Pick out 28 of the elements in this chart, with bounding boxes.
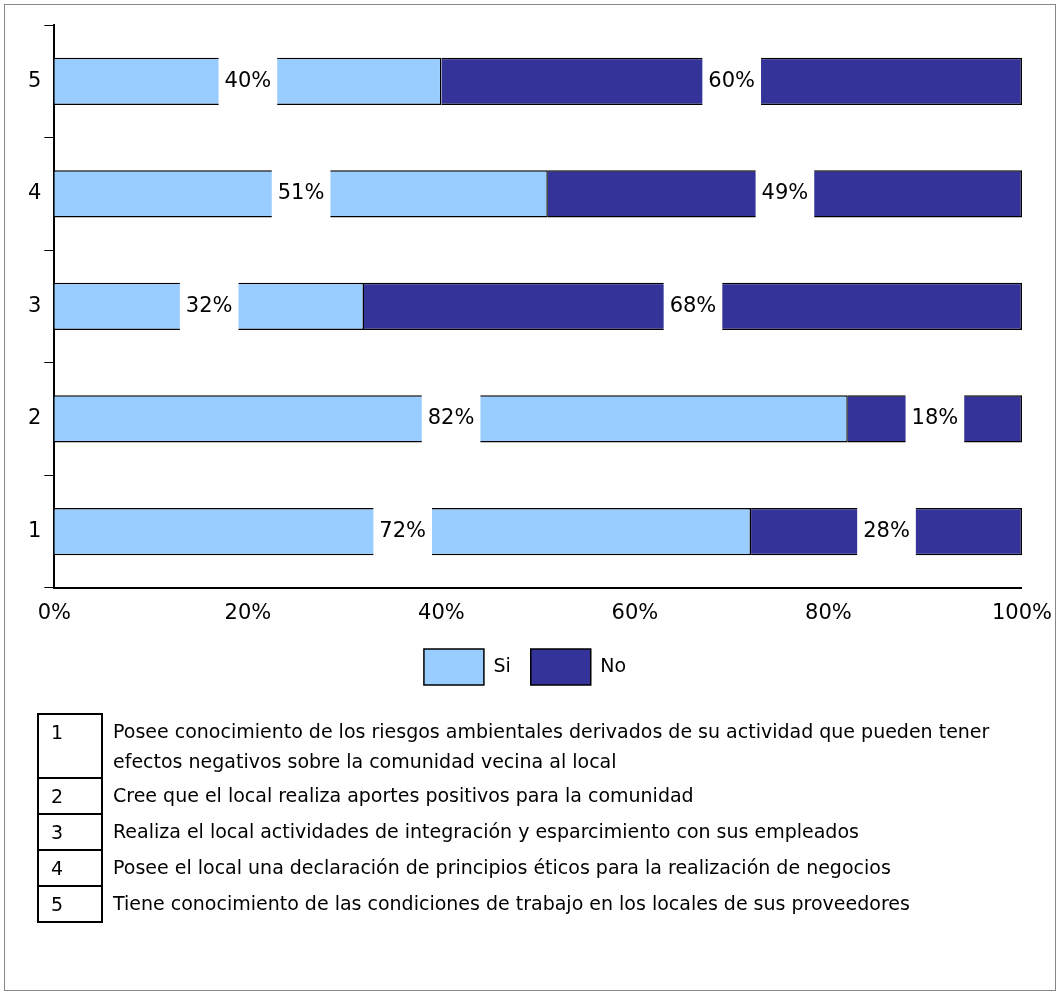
x-tick-label: 20% [224,599,272,624]
data-label: 68% [669,292,717,317]
y-tick-label: 3 [27,292,42,317]
text: 1 Posee conocimiento de los riesgos ambientales derivados de su actividad que pueden tener efectos negativos sobre la comunidad vecina al local [51,720,990,772]
text: 2 Cree que el local realiza aportes positivos para la comunidad [51,784,694,807]
text: 5 Tiene conocimiento de las condiciones de trabajo en los locales de sus proveedores [51,892,910,915]
data-label: 32% [185,292,233,317]
x-tick-label: 0% [37,599,72,624]
x-tick-label: 60% [611,599,659,624]
y-tick-label: 4 [27,180,42,205]
y-tick-label: 5 [27,67,42,92]
data-label: 40% [224,67,272,92]
data-label: 51% [277,180,325,205]
y-tick-label: 2 [27,405,42,430]
legend-label: No [600,653,627,676]
text: 3 Realiza el local actividades de integración y esparcimiento con sus empleados [51,820,859,843]
data-label: 49% [761,180,809,205]
data-label: 18% [911,405,959,430]
text: 4 Posee el local una declaración de principios éticos para la realización de negocios [51,856,891,879]
data-label: 60% [708,67,756,92]
data-label: 82% [427,405,475,430]
legend-label: Si [493,653,511,676]
y-tick-label: 1 [27,517,42,542]
x-tick-label: 40% [418,599,465,624]
data-label: 72% [379,517,427,542]
data-label: 28% [863,517,910,542]
x-tick-label: 80% [805,599,852,624]
x-tick-label: 100% [991,599,1053,624]
